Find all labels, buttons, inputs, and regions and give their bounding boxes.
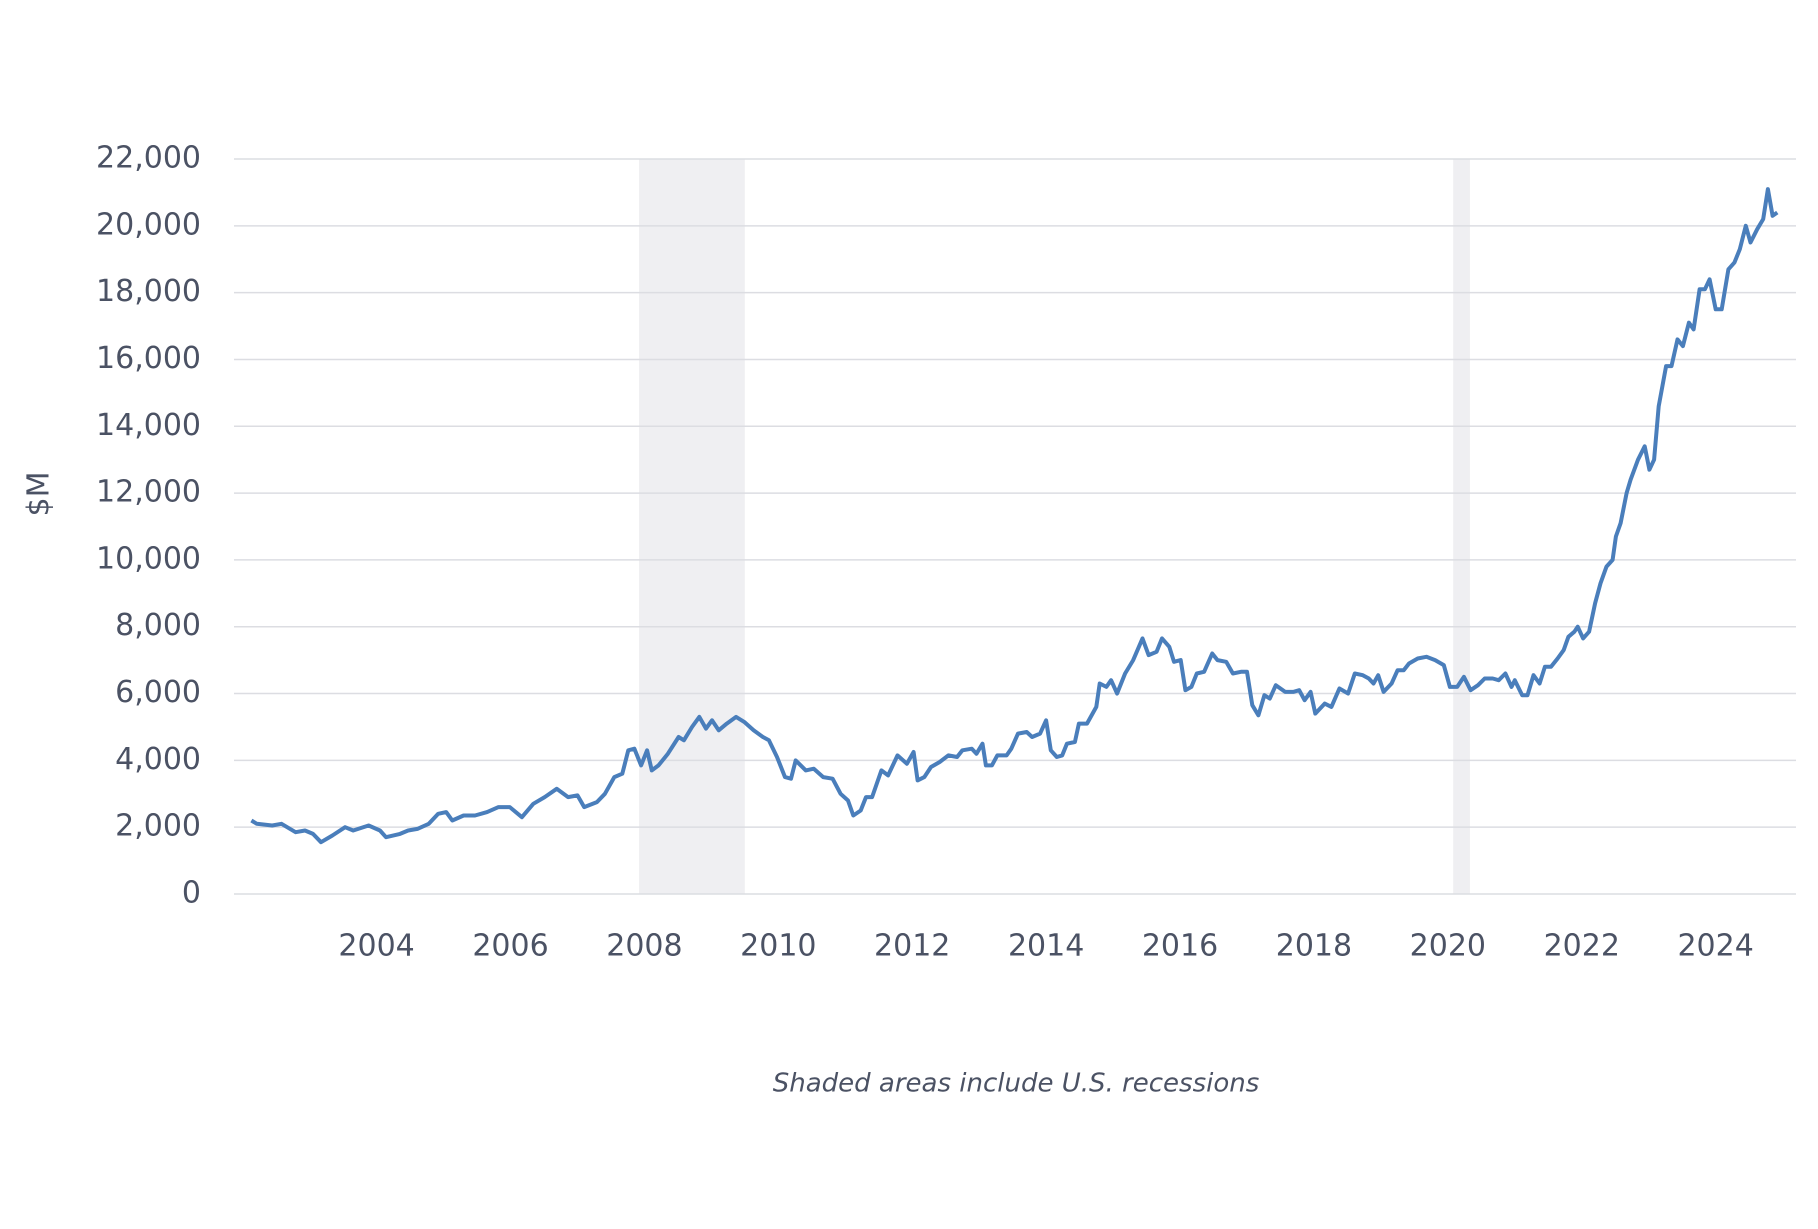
y-axis-label: $M [22,472,57,517]
y-tick-label: 2,000 [115,809,201,844]
recession-shade [639,159,745,894]
y-tick-label: 0 [182,876,201,911]
y-tick-label: 12,000 [96,475,201,510]
note: Shaded areas include U.S. recessions [773,1069,1260,1099]
y-tick-label: 18,000 [96,274,201,309]
y-tick-label: 4,000 [115,742,201,777]
x-tick-label: 2020 [1410,929,1486,964]
y-tick-label: 20,000 [96,207,201,242]
x-tick-label: 2010 [740,929,816,964]
x-tick-label: 2018 [1276,929,1352,964]
y-tick-label: 14,000 [96,408,201,443]
y-tick-label: 8,000 [115,608,201,643]
y-tick-label: 6,000 [115,675,201,710]
y-tick-label: 22,000 [96,141,201,176]
recession-shade [1453,159,1470,894]
x-tick-label: 2008 [606,929,682,964]
data-line [250,187,1779,845]
x-tick-label: 2012 [874,929,950,964]
x-tick-label: 2024 [1677,929,1753,964]
y-tick-label: 10,000 [96,541,201,576]
x-tick-label: 2022 [1544,929,1620,964]
y-tick-label: 16,000 [96,341,201,376]
x-tick-label: 2006 [472,929,548,964]
x-tick-label: 2004 [338,929,414,964]
x-tick-label: 2014 [1008,929,1084,964]
x-tick-label: 2016 [1142,929,1218,964]
